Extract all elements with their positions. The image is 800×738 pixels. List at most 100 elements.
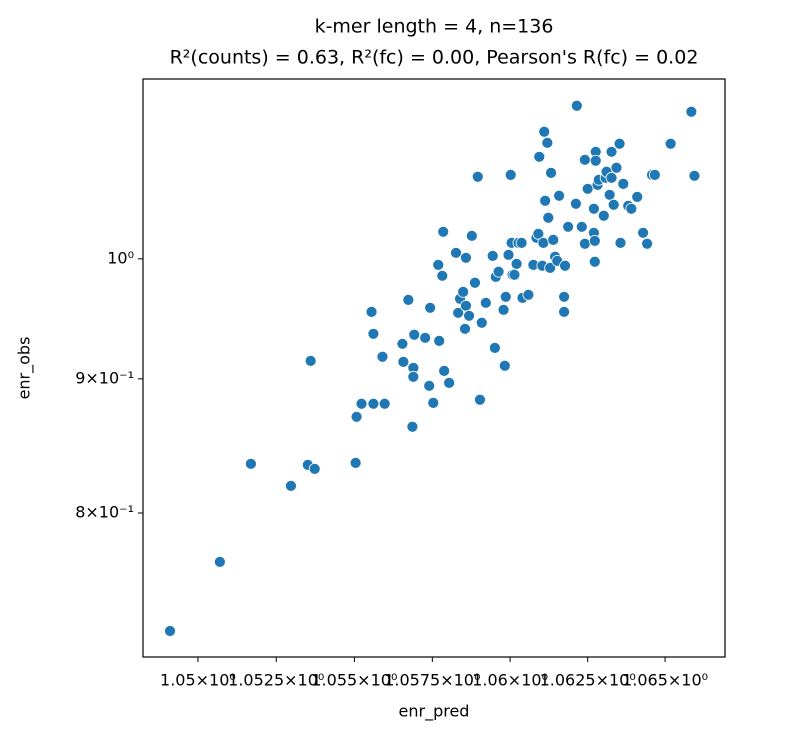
point <box>457 285 470 298</box>
point <box>587 202 600 215</box>
x-tick-label: 1.0575×10⁰ <box>384 671 480 690</box>
x-axis-label: enr_pred <box>399 702 470 722</box>
point <box>570 99 583 112</box>
point <box>545 166 557 179</box>
point <box>617 177 630 190</box>
point <box>244 457 257 470</box>
point <box>597 209 610 222</box>
point <box>424 301 437 314</box>
point <box>542 211 555 224</box>
point <box>376 350 389 363</box>
y-axis-label: enr_obs <box>15 337 35 400</box>
point <box>402 293 415 306</box>
x-tick-label: 1.05×10⁰ <box>160 671 236 690</box>
x-tick-label: 1.0625×10⁰ <box>540 671 636 690</box>
point <box>304 354 317 367</box>
point <box>613 137 626 150</box>
y-tick-label: 8×10⁻¹ <box>75 503 134 522</box>
point <box>436 269 449 282</box>
point <box>499 290 512 303</box>
point <box>308 462 321 475</box>
point <box>502 248 515 261</box>
point <box>474 393 486 406</box>
point <box>610 161 623 174</box>
point <box>433 334 446 347</box>
point <box>407 370 420 383</box>
point <box>588 255 601 268</box>
point <box>515 236 528 249</box>
point <box>365 305 378 318</box>
point <box>465 229 478 242</box>
point <box>406 420 419 433</box>
point <box>504 168 517 181</box>
x-tick-label: 1.065×10⁰ <box>622 671 708 690</box>
chart-subtitle: R²(counts) = 0.63, R²(fc) = 0.00, Pearso… <box>170 47 699 69</box>
point <box>460 299 472 312</box>
point <box>547 233 560 246</box>
point <box>164 625 176 637</box>
point <box>475 316 488 329</box>
point <box>538 125 551 138</box>
point <box>396 337 409 350</box>
point <box>443 376 456 389</box>
point <box>378 397 391 410</box>
point <box>578 153 591 166</box>
point <box>648 168 661 181</box>
point <box>588 234 601 247</box>
point <box>544 261 557 274</box>
point <box>350 410 363 423</box>
point <box>497 303 510 316</box>
point <box>581 182 594 195</box>
point <box>488 341 501 354</box>
point <box>355 397 368 410</box>
point <box>471 170 484 183</box>
point <box>641 237 654 250</box>
point <box>213 555 226 568</box>
plot-frame <box>142 78 726 658</box>
x-tick-label: 1.055×10⁰ <box>311 671 397 690</box>
chart-title: k-mer length = 4, n=136 <box>315 16 554 38</box>
point <box>427 396 440 409</box>
point <box>498 359 511 372</box>
point <box>605 145 618 158</box>
point <box>463 309 475 322</box>
point <box>469 276 481 289</box>
point <box>589 154 602 167</box>
point <box>569 197 582 210</box>
point <box>492 265 505 278</box>
point <box>532 227 545 240</box>
point <box>562 220 575 233</box>
point <box>349 456 362 469</box>
x-tick-label: 1.0525×10⁰ <box>228 671 324 690</box>
point <box>285 479 297 492</box>
x-tick-label: 1.06×10⁰ <box>472 671 548 690</box>
point <box>603 188 616 201</box>
point <box>575 220 588 233</box>
point <box>553 189 566 202</box>
point <box>625 202 638 215</box>
point <box>631 190 644 203</box>
point <box>688 169 701 182</box>
point <box>614 236 627 249</box>
point <box>486 249 499 262</box>
point <box>664 137 677 150</box>
y-tick-label: 10⁰ <box>107 248 134 267</box>
point <box>450 246 462 259</box>
point <box>522 288 535 301</box>
point <box>685 105 698 118</box>
point <box>605 171 618 184</box>
point <box>479 296 492 309</box>
point <box>452 306 465 319</box>
point <box>423 379 436 392</box>
point <box>558 305 571 318</box>
point <box>541 136 554 149</box>
point <box>533 150 546 163</box>
point <box>437 225 450 238</box>
point <box>558 290 571 303</box>
point <box>537 236 550 249</box>
point <box>459 322 471 335</box>
point <box>419 331 432 344</box>
point <box>367 327 380 340</box>
